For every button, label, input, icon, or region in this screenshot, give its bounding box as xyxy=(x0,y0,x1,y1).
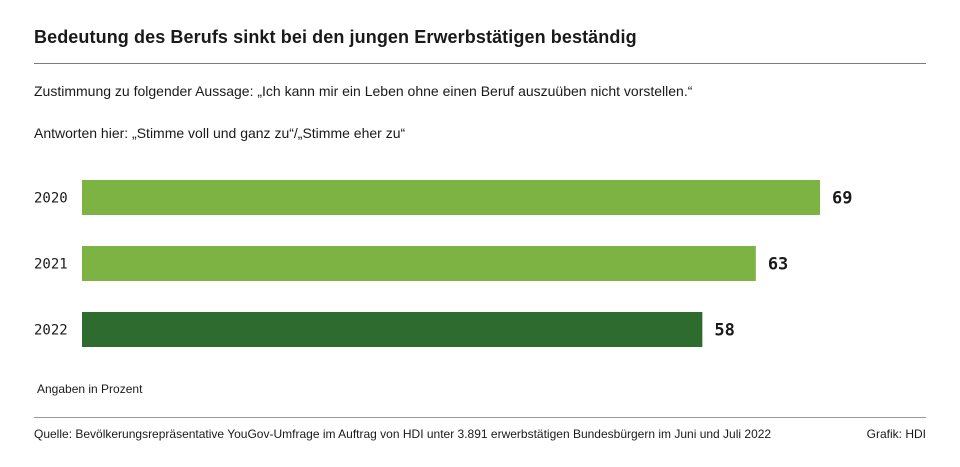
chart-title: Bedeutung des Berufs sinkt bei den junge… xyxy=(34,27,637,47)
bar-2021 xyxy=(82,246,756,281)
value-label-2021: 63 xyxy=(768,255,788,275)
category-label-2022: 2022 xyxy=(34,323,68,339)
bar-chart: 2020 69 2021 63 2022 58 xyxy=(34,180,852,347)
graphic-credit: Grafik: HDI xyxy=(866,427,926,441)
value-label-2022: 58 xyxy=(714,321,734,341)
category-label-2021: 2021 xyxy=(34,257,68,273)
unit-note: Angaben in Prozent xyxy=(37,382,143,396)
category-label-2020: 2020 xyxy=(34,191,68,207)
value-label-2020: 69 xyxy=(832,189,852,209)
chart-subtitle-answers: Antworten hier: „Stimme voll und ganz zu… xyxy=(34,125,406,141)
bar-2020 xyxy=(82,180,820,215)
source-note: Quelle: Bevölkerungsrepräsentative YouGo… xyxy=(34,427,772,441)
bar-2022 xyxy=(82,312,703,347)
chart-subtitle-statement: Zustimmung zu folgender Aussage: „Ich ka… xyxy=(34,83,693,99)
title-divider xyxy=(34,63,926,64)
footer-divider xyxy=(34,417,926,418)
